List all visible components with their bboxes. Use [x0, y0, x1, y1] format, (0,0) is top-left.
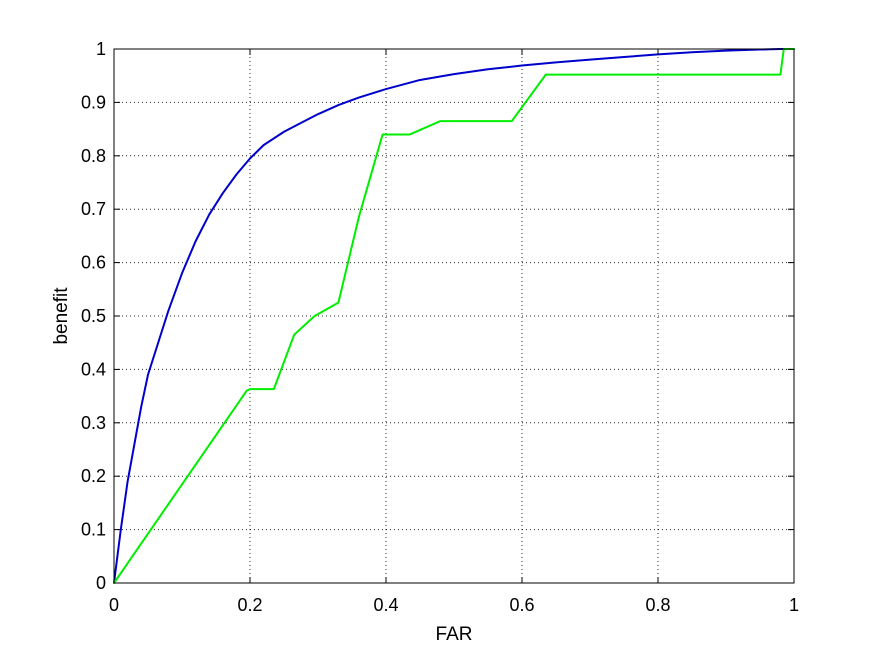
grid-lines — [114, 49, 794, 583]
series-line-1 — [113, 48, 795, 584]
y-tick-label: 0.1 — [81, 520, 106, 540]
x-tick-label: 0.8 — [645, 595, 670, 615]
x-tick-label: 1 — [789, 595, 799, 615]
y-tick-labels: 0 0.1 0.2 0.3 0.4 0.5 0.6 0.7 0.8 0.9 1 — [81, 39, 106, 593]
y-tick-label: 0.9 — [81, 92, 106, 112]
x-tick-label: 0.4 — [373, 595, 398, 615]
y-tick-label: 0.3 — [81, 413, 106, 433]
x-tick-label: 0 — [109, 595, 119, 615]
series-line-2 — [113, 48, 795, 584]
y-tick-label: 0.5 — [81, 306, 106, 326]
tick-marks — [113, 48, 795, 584]
y-tick-label: 0.4 — [81, 359, 106, 379]
y-tick-label: 0 — [96, 573, 106, 593]
y-tick-label: 0.7 — [81, 199, 106, 219]
y-tick-label: 0.2 — [81, 466, 106, 486]
x-tick-label: 0.2 — [237, 595, 262, 615]
x-tick-labels: 0 0.2 0.4 0.6 0.8 1 — [109, 595, 799, 615]
y-tick-label: 0.6 — [81, 253, 106, 273]
y-tick-label: 0.8 — [81, 146, 106, 166]
y-tick-label: 1 — [96, 39, 106, 59]
x-tick-label: 0.6 — [509, 595, 534, 615]
x-axis-label: FAR — [436, 624, 473, 645]
series-layer — [113, 48, 795, 584]
y-axis-label: benefit — [51, 287, 72, 345]
